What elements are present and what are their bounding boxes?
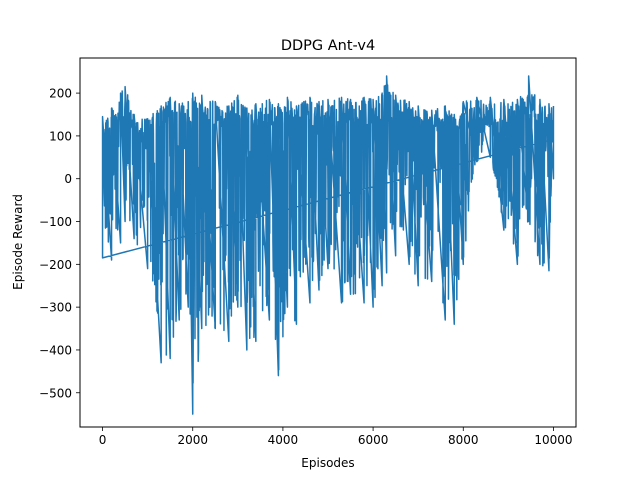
y-tick-label: −400 — [39, 343, 72, 357]
y-tick-label: −100 — [39, 215, 72, 229]
reward-series — [101, 75, 555, 415]
y-tick-label: 200 — [49, 87, 72, 101]
y-tick-label: −300 — [39, 301, 72, 315]
x-axis-label: Episodes — [301, 456, 354, 470]
x-tick-label: 10000 — [534, 433, 572, 447]
y-tick-label: 0 — [64, 172, 72, 186]
y-axis-label: Episode Reward — [11, 194, 25, 290]
x-axis-ticks: 0 2000 4000 6000 8000 10000 — [99, 427, 573, 447]
y-tick-label: −200 — [39, 258, 72, 272]
y-axis-ticks: −500 −400 −300 −200 −100 0 100 200 — [39, 87, 80, 400]
axes-frame — [79, 57, 577, 428]
x-tick-label: 2000 — [177, 433, 208, 447]
y-tick-label: −500 — [39, 386, 72, 400]
y-tick-label: 100 — [49, 129, 72, 143]
chart-title: DDPG Ant-v4 — [281, 38, 375, 54]
series-line — [101, 75, 555, 415]
x-tick-label: 6000 — [358, 433, 389, 447]
x-tick-label: 8000 — [448, 433, 479, 447]
x-tick-label: 4000 — [268, 433, 299, 447]
x-tick-label: 0 — [99, 433, 107, 447]
plot-area — [79, 57, 577, 428]
